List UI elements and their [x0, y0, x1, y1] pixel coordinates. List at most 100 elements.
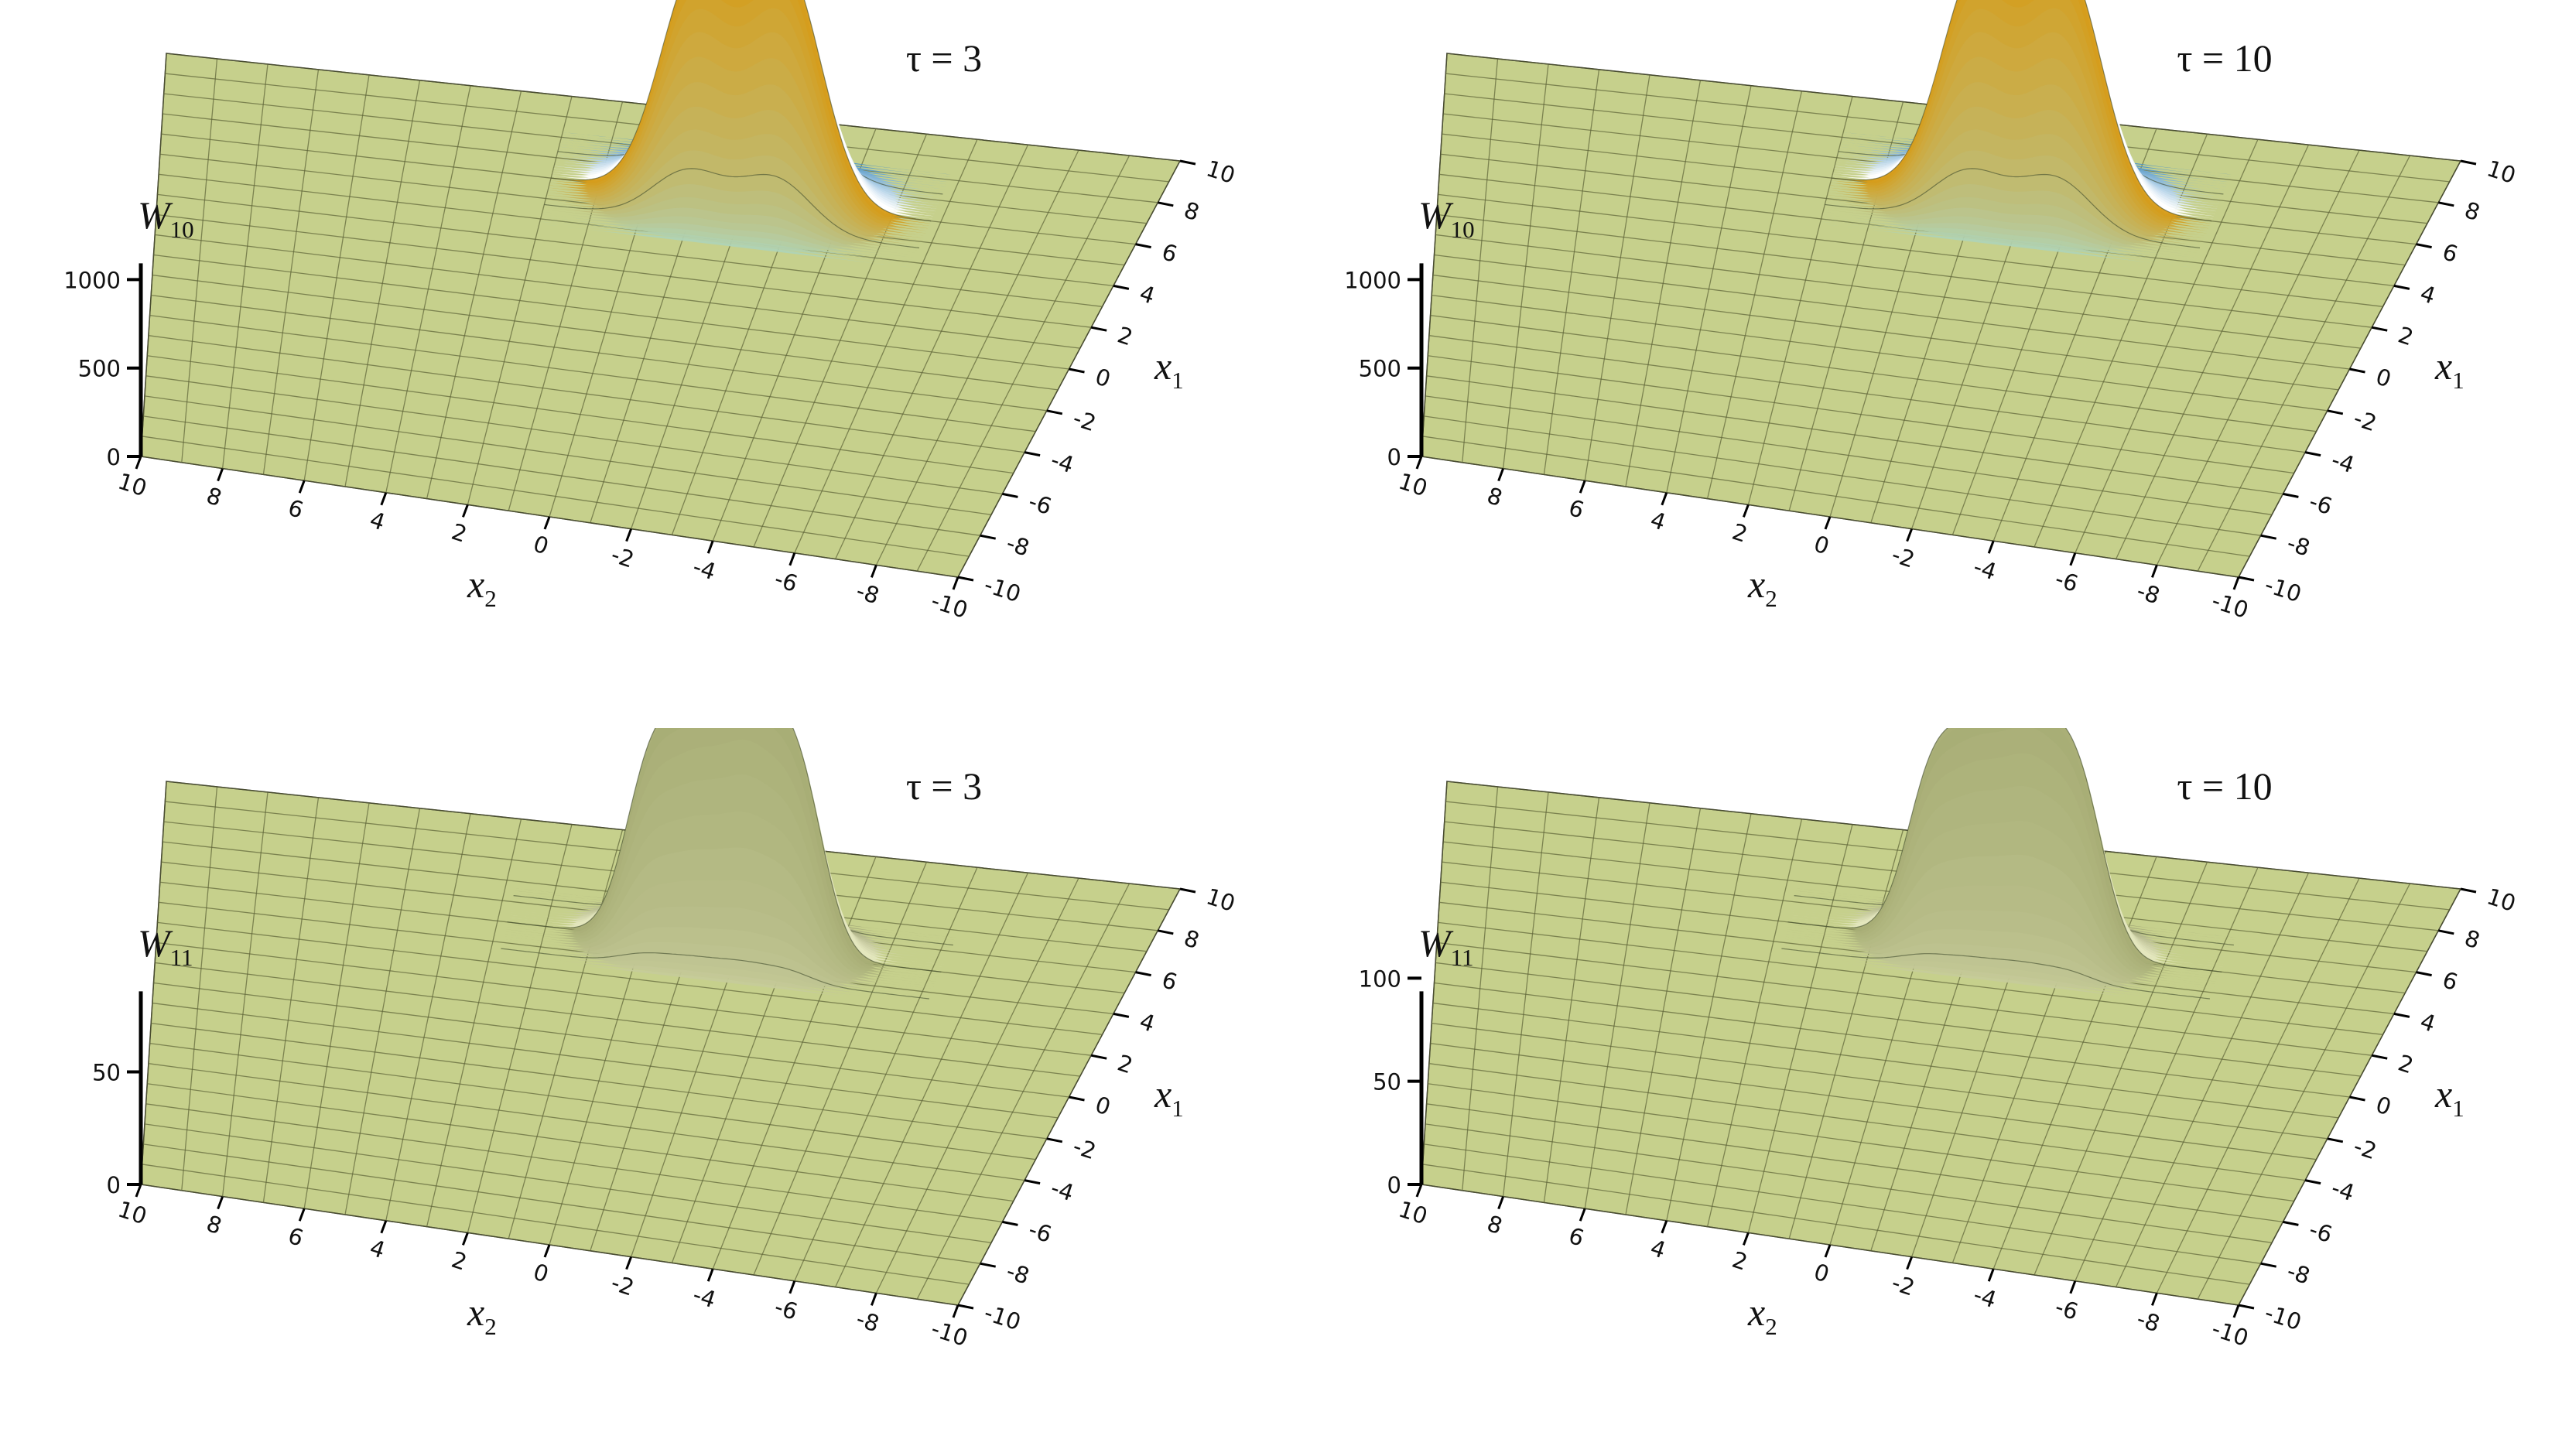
x2-tick-label: 8: [1484, 482, 1506, 511]
x1-tick-label: 10: [2484, 883, 2519, 917]
x1-tick-label: 4: [2417, 280, 2439, 309]
chart-panel-2: 0 50 10 8 6 4 2 0 -2 -4 -6 -8 -10 10 8 6 4 2 0 -2 -4 -6 -8 -10 W…: [0, 728, 1281, 1456]
grid-line: [1436, 942, 2372, 1056]
x1-tick: [2304, 451, 2321, 457]
grid-line: [385, 85, 471, 493]
x2-tick: [543, 516, 551, 530]
x1-axis-label: x1: [2434, 1072, 2465, 1122]
grid-line: [262, 69, 320, 475]
x2-axis-label: x2: [467, 1290, 497, 1340]
grid-line: [426, 91, 522, 499]
grid-line: [1747, 824, 1853, 1233]
x1-tick-label: -2: [1070, 405, 1100, 436]
chart-panel-3: 0 50 100 10 8 6 4 2 0 -2 -4 -6 -8 -10 10 8 6 4 2 0 -2 -4 -6 -8-…: [1281, 728, 2561, 1456]
z-tick-label: 500: [78, 356, 121, 382]
x2-tick-label: -8: [2133, 1305, 2163, 1337]
x1-tick-label: 8: [2461, 925, 2483, 954]
x2-tick-label: -4: [1970, 553, 1999, 585]
x1-tick-label: 0: [1092, 1091, 1113, 1120]
x2-tick-label: 10: [1395, 468, 1431, 502]
x1-tick: [1024, 1179, 1041, 1185]
x2-tick-label: 8: [204, 482, 225, 511]
x1-tick-label: -4: [1048, 1174, 1077, 1206]
x1-tick: [2416, 971, 2432, 977]
x2-tick: [625, 528, 633, 542]
x2-tick-label: 6: [285, 494, 306, 524]
x2-tick: [380, 492, 388, 506]
x1-tick: [2393, 284, 2410, 290]
peak-contour: [1825, 168, 2201, 248]
x1-tick-label: 6: [2439, 238, 2461, 268]
z-axis-label-main: W: [1418, 193, 1454, 237]
x1-tick-label: 2: [2395, 322, 2417, 351]
x1-axis-label-subscript: 1: [1172, 367, 1184, 394]
grid-line: [1462, 58, 1499, 463]
x1-tick-label: -8: [1004, 1258, 1033, 1290]
x2-tick: [135, 1184, 142, 1198]
surface-grid: [1421, 53, 2461, 578]
x2-tick: [2150, 564, 2158, 578]
grid-line: [1788, 829, 1904, 1239]
grid-line: [155, 234, 1080, 349]
peak-contour: [1832, 0, 2212, 222]
grid-line: [221, 791, 269, 1197]
peak-contour: [507, 728, 942, 972]
peak-contour: [551, 0, 932, 222]
x1-tick: [2460, 159, 2477, 166]
x2-axis-label-subscript: 2: [1765, 585, 1777, 612]
x1-axis-label-main: x: [1154, 344, 1172, 388]
peak-slice: [539, 221, 912, 265]
x2-tick-label: -10: [2208, 587, 2252, 624]
x2-tick: [1987, 540, 1995, 554]
x2-tick-label: -4: [689, 1281, 719, 1313]
x2-tick-label: 8: [1484, 1210, 1506, 1239]
x2-tick-label: 0: [1811, 1258, 1832, 1287]
grid-line: [157, 921, 1103, 1035]
chart-panel-1: 0 500 1000 10 8 6 4 2 0 -2 -4 -6 -8 -10 10 8 6 4 2 0 -2 -4 -6-…: [1281, 0, 2561, 728]
z-tick-label: 50: [92, 1060, 121, 1086]
x1-tick-label: -4: [2328, 446, 2358, 478]
x1-tick-label: -8: [2284, 530, 2314, 562]
x1-tick-label: 8: [1181, 925, 1202, 954]
x2-axis-label-main: x: [467, 562, 484, 606]
x2-tick: [706, 1268, 714, 1282]
x1-tick-label: 0: [1092, 363, 1113, 392]
x2-tick-label: -6: [2052, 566, 2081, 597]
x1-tick-label: 8: [1181, 197, 1202, 226]
grid-line: [1436, 214, 2372, 328]
x1-tick-label: -10: [981, 1299, 1024, 1335]
x1-tick: [957, 576, 974, 582]
x2-tick: [2232, 576, 2240, 590]
x2-tick: [1906, 528, 1914, 542]
peak-contour: [1781, 948, 2210, 1000]
peak-slice: [1821, 217, 2195, 261]
x2-tick-label: 4: [1647, 1234, 1669, 1263]
peak-slice: [1820, 224, 2191, 268]
grid-line: [157, 193, 1103, 307]
x1-tick-label: 10: [2484, 155, 2519, 189]
grid-line: [1747, 96, 1853, 505]
grid-line: [1666, 813, 1752, 1221]
x2-tick-label: -2: [1889, 1269, 1918, 1300]
x2-tick-label: 0: [1811, 530, 1832, 559]
x2-tick: [1579, 480, 1586, 494]
x1-tick-label: -2: [2351, 1133, 2380, 1164]
x2-tick: [1415, 456, 1423, 470]
x2-tick: [870, 1292, 877, 1306]
z-tick-label: 100: [1359, 966, 1401, 992]
x1-tick: [1113, 1012, 1130, 1018]
x1-tick-label: 2: [2395, 1050, 2417, 1079]
grid-line: [385, 813, 471, 1221]
x2-tick: [2069, 552, 2077, 566]
x2-tick-label: 6: [1565, 1222, 1587, 1252]
surface-peaks: [1820, 0, 2232, 268]
x2-tick-label: 6: [285, 1222, 306, 1252]
z-axis-label: W11: [138, 921, 193, 971]
x2-tick: [1661, 492, 1668, 506]
x2-tick: [952, 1304, 959, 1318]
x2-tick: [952, 576, 959, 590]
x2-tick-label: -4: [1970, 1281, 1999, 1313]
grid-line: [1625, 80, 1702, 487]
